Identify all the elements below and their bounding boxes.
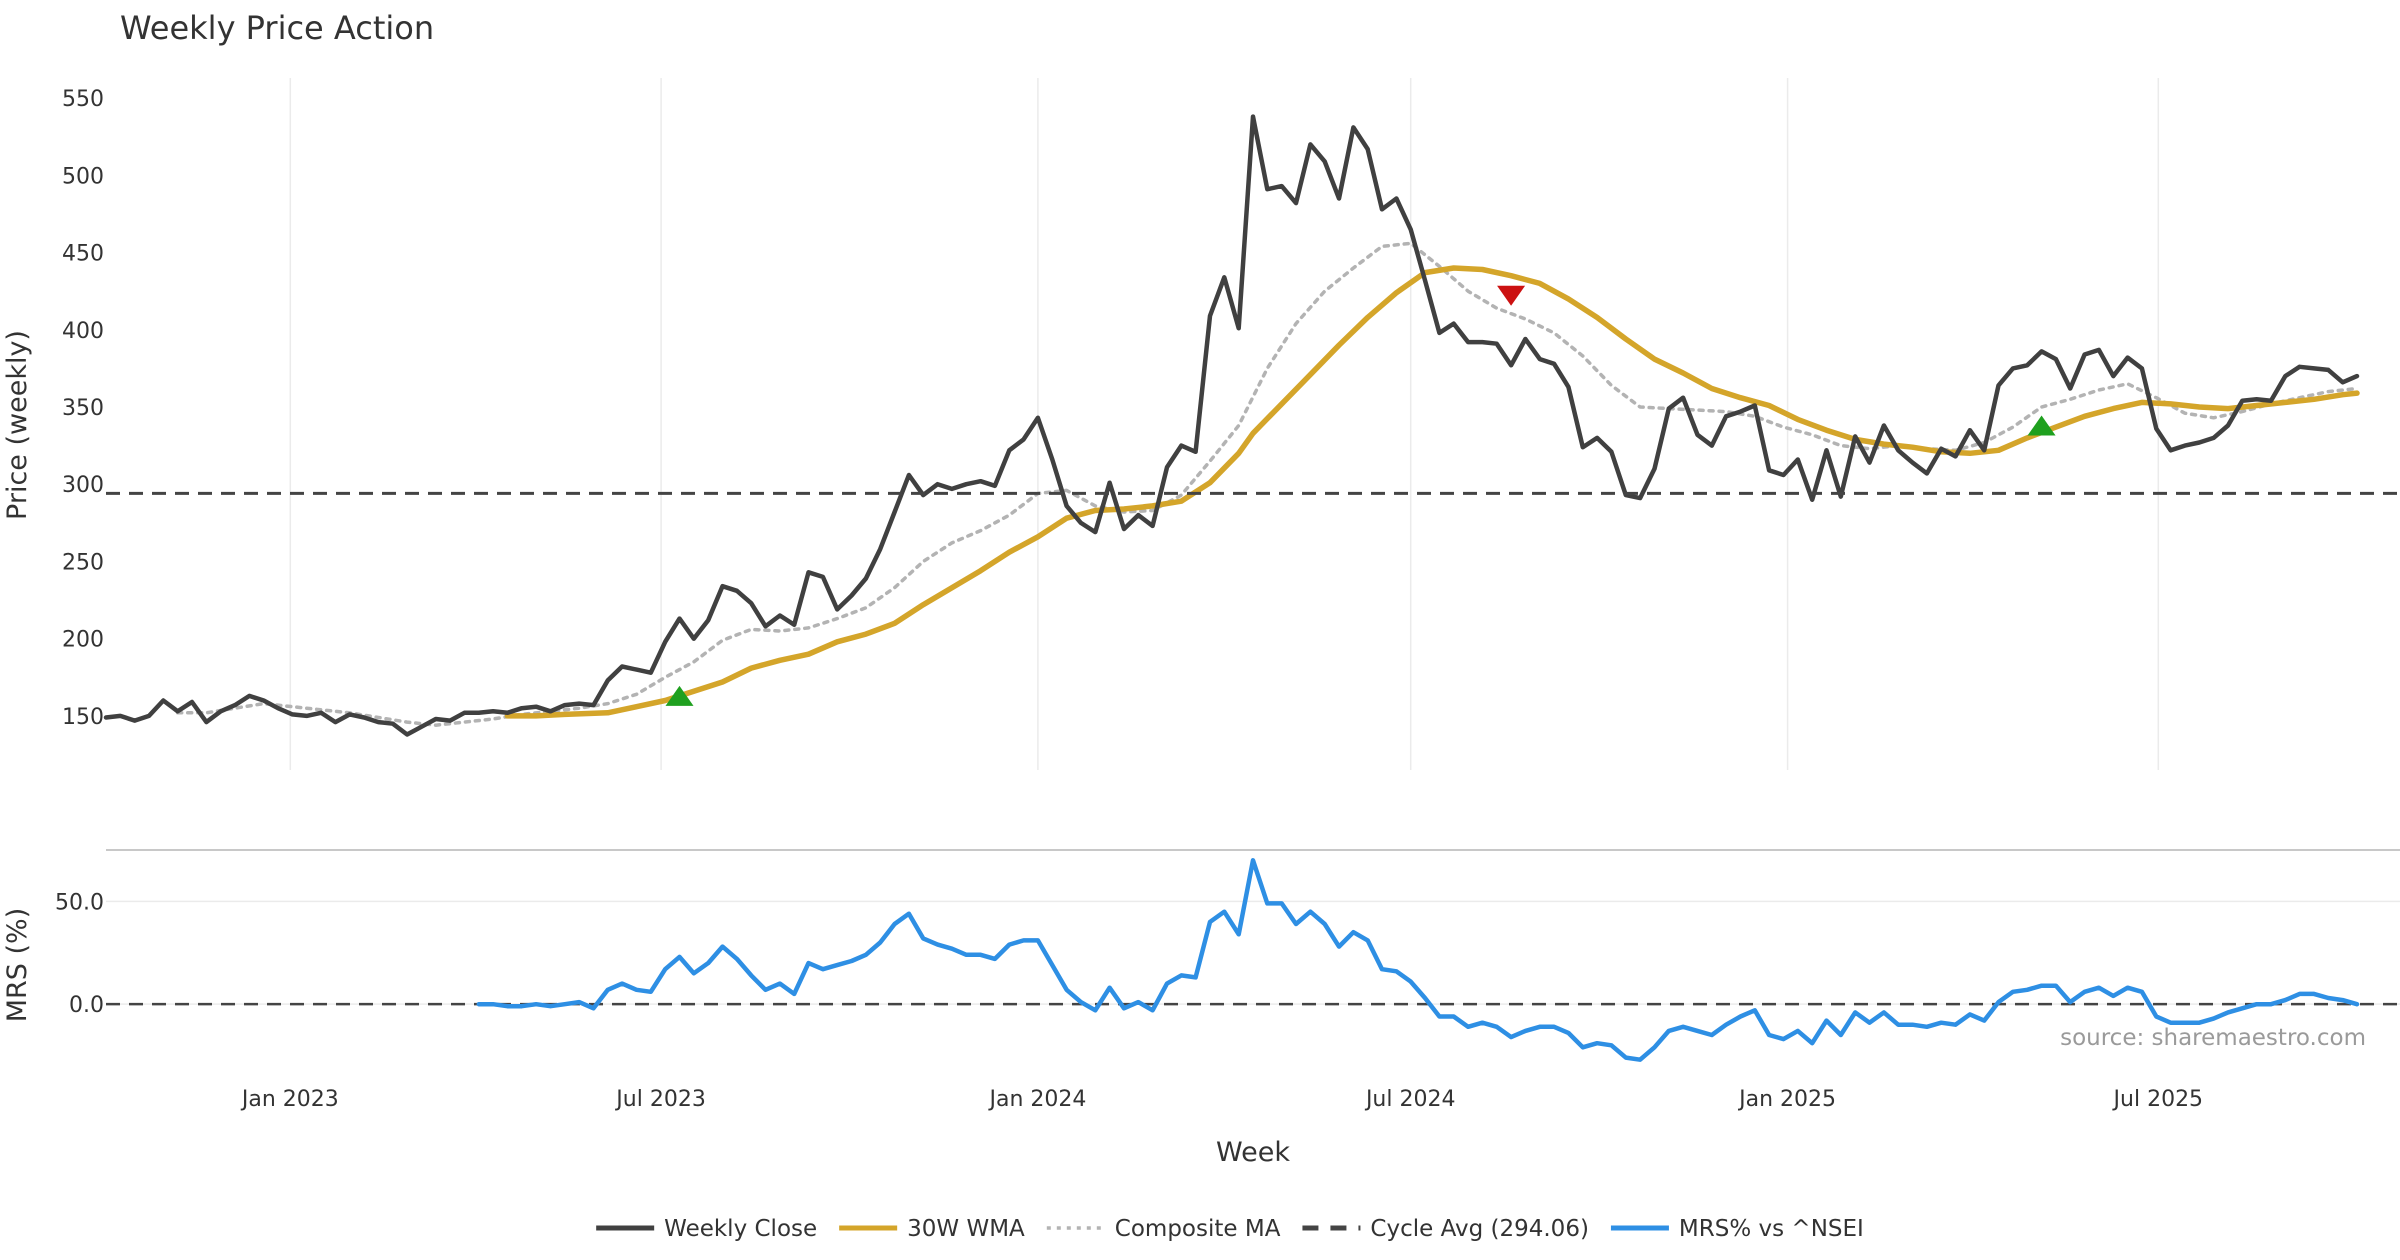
price-y-tick-300: 300 (62, 473, 104, 498)
series-line-composite-ma (175, 241, 2359, 727)
series-line-mrs-vs-nsei (476, 858, 2360, 1062)
price-y-tick-550: 550 (62, 87, 104, 112)
legend-item-mrs-vs-nsei: MRS% vs ^NSEI (1610, 1216, 1864, 1242)
legend-label-mrs-vs-nsei: MRS% vs ^NSEI (1679, 1216, 1864, 1242)
source-annotation: source: sharemaestro.com (2060, 1025, 2366, 1051)
x-tick-label-jul-2023: Jul 2023 (614, 1087, 706, 1112)
chart-legend: Weekly Close 30W WMA Composite MA Cycle Avg… (596, 1216, 1864, 1242)
price-y-tick-150: 150 (62, 705, 104, 730)
buy-signal-marker-0 (665, 685, 694, 706)
signal-markers (665, 285, 2056, 706)
x-axis-ticks: Jan 2023 Jul 2023 Jan 2024 Jul 2024 Jan 2025… (240, 1087, 2203, 1112)
legend-label-weekly-close: Weekly Close (664, 1216, 817, 1242)
price-y-tick-250: 250 (62, 550, 104, 575)
mrs-y-tick-0-0: 0.0 (69, 993, 104, 1018)
price-y-tick-350: 350 (62, 396, 104, 421)
price-y-tick-450: 450 (62, 242, 104, 267)
legend-label-composite-ma: Composite MA (1115, 1216, 1281, 1242)
x-tick-label-jan-2024: Jan 2024 (987, 1087, 1086, 1112)
sell-signal-marker-1 (1497, 285, 1526, 306)
legend-item-cycle-avg-294-06: Cycle Avg (294.06) (1302, 1216, 1589, 1242)
price-y-axis-label: Price (weekly) (2, 330, 33, 520)
mrs-y-axis-label: MRS (%) (2, 908, 33, 1023)
x-tick-label-jan-2025: Jan 2025 (1737, 1087, 1836, 1112)
legend-item-30w-wma: 30W WMA (839, 1216, 1025, 1242)
chart-title: Weekly Price Action (120, 9, 434, 47)
price-y-tick-400: 400 (62, 319, 104, 344)
mrs-y-tick-50-0: 50.0 (55, 890, 104, 915)
series-line-weekly-close (103, 114, 2360, 737)
mrs-series-group (106, 858, 2400, 1062)
x-tick-label-jul-2024: Jul 2024 (1364, 1087, 1456, 1112)
buy-signal-marker-2 (2027, 415, 2056, 436)
x-tick-label-jan-2023: Jan 2023 (240, 1087, 339, 1112)
legend-label-cycle-avg-294-06: Cycle Avg (294.06) (1370, 1216, 1589, 1242)
x-tick-label-jul-2025: Jul 2025 (2112, 1087, 2204, 1112)
price-y-ticks: 150 200 250 300 350 400 450 500 550 (62, 87, 104, 730)
price-series-group (103, 114, 2400, 737)
price-y-tick-200: 200 (62, 628, 104, 653)
legend-item-weekly-close: Weekly Close (596, 1216, 817, 1242)
series-line-30w-wma (504, 265, 2360, 719)
mrs-y-ticks: 50.0 0.0 (55, 890, 104, 1018)
price-y-tick-500: 500 (62, 164, 104, 189)
legend-item-composite-ma: Composite MA (1046, 1216, 1281, 1242)
x-axis-label: Week (1216, 1137, 1290, 1168)
legend-label-30w-wma: 30W WMA (907, 1216, 1025, 1242)
